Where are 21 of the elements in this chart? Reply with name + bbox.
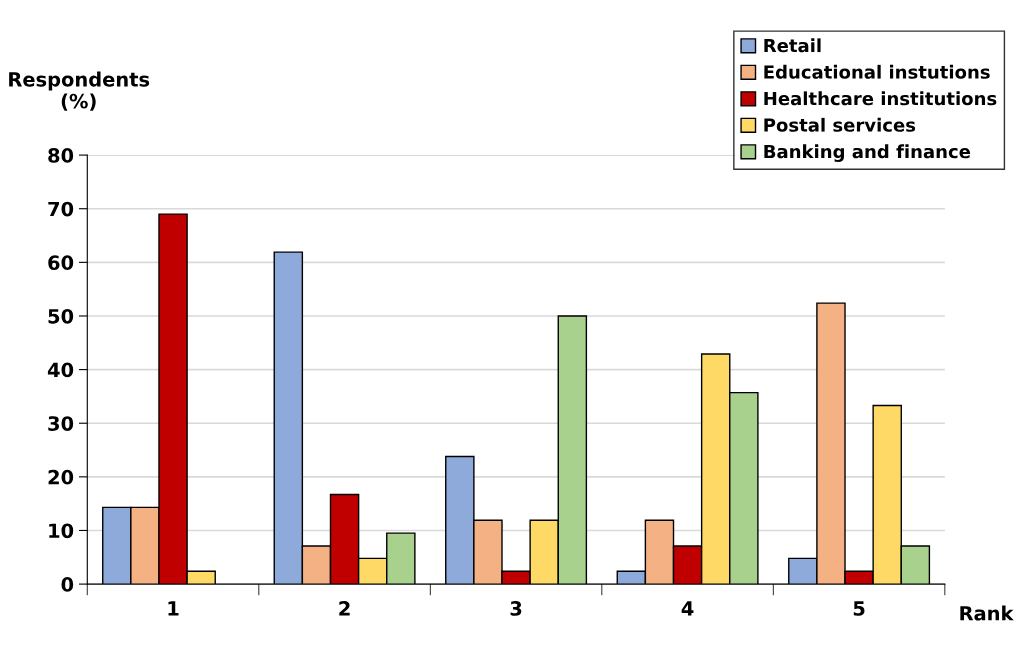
x-tick-label: 2 [339,601,350,616]
x-tick-label: 3 [510,601,522,616]
y-tick-label: 30 [48,416,74,431]
x-tick-label: 1 [168,601,179,616]
legend-label: Educational instutions [764,64,990,79]
y-tick-label: 0 [61,577,74,592]
y-tick-label: 50 [48,308,74,324]
y-tick-label: 80 [48,148,74,163]
legend-label: Healthcare institutions [764,91,997,106]
legend-label: Postal services [764,117,916,132]
x-tick-label: 5 [853,601,865,616]
x-tick-label: 4 [681,601,694,616]
y-tick-label: 20 [48,469,74,485]
y-tick-label: 40 [47,362,74,378]
legend-label: Banking and finance [764,144,971,162]
legend-label: Retail [764,38,821,53]
y-tick-label: 70 [48,201,74,217]
y-tick-label: 60 [48,255,74,271]
y-tick-label: 10 [49,523,74,539]
y-axis-title: Respondents (%) [9,71,150,111]
x-axis-title: Rank [960,605,1014,621]
